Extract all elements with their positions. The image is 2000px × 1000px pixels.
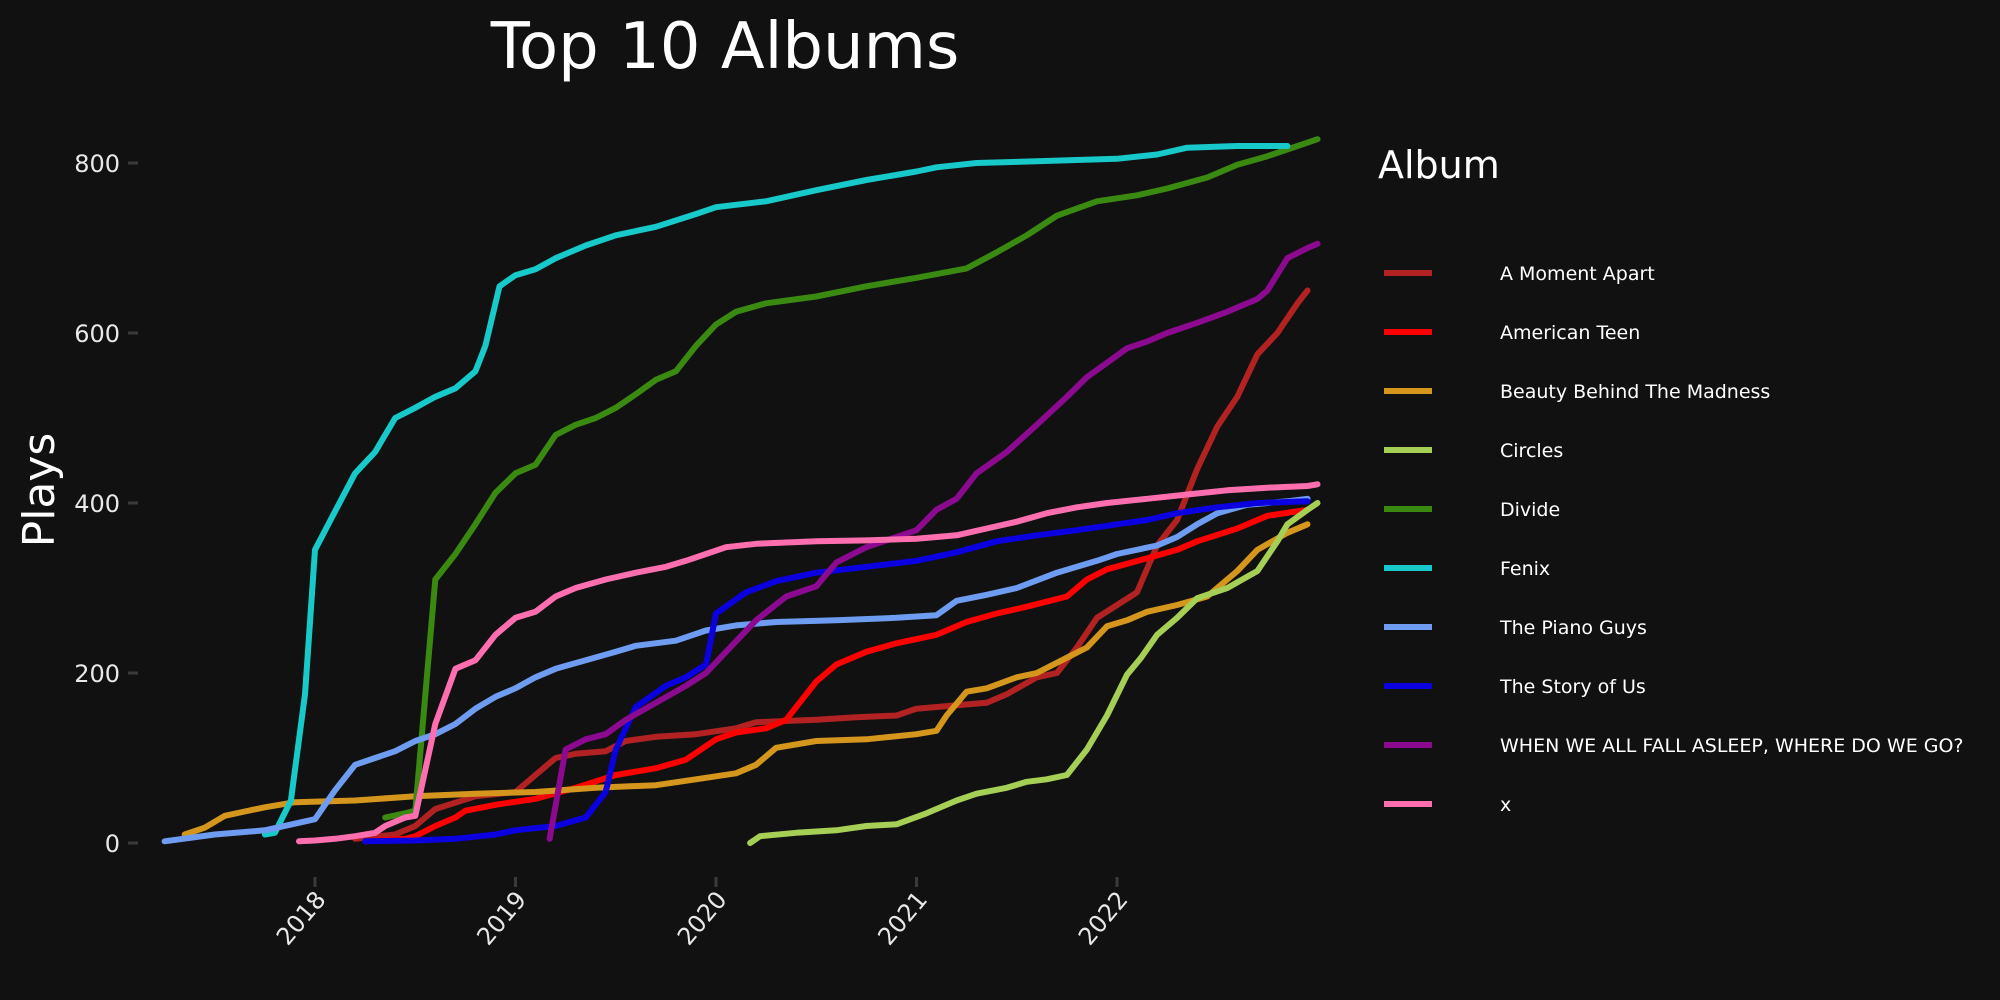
y-tick-label: 0 [105, 830, 120, 858]
series-line-8 [546, 240, 1321, 842]
legend-label: Beauty Behind The Madness [1500, 381, 1770, 403]
series-line-6 [161, 495, 1311, 845]
legend-label: Circles [1500, 440, 1563, 462]
series-line-5 [261, 143, 1291, 838]
y-tick-label: 400 [74, 490, 120, 518]
y-tick-label: 600 [74, 320, 120, 348]
legend-label: x [1500, 794, 1511, 816]
chart-title: Top 10 Albums [490, 10, 960, 84]
legend-title: Album [1378, 143, 1500, 187]
legend: Album A Moment Apart American Teen Beauty … [1378, 143, 1964, 816]
legend-label: The Piano Guys [1499, 617, 1647, 639]
legend-label: A Moment Apart [1500, 263, 1655, 285]
series-layer [161, 136, 1321, 846]
series-line-2 [181, 521, 1311, 838]
series-line-1 [362, 506, 1311, 845]
y-axis: 0 200 400 600 800 [74, 150, 138, 858]
legend-label: Divide [1500, 499, 1560, 521]
y-tick-label: 800 [74, 150, 120, 178]
y-axis-title: Plays [14, 433, 65, 548]
legend-label: Fenix [1500, 558, 1550, 580]
legend-label: The Story of Us [1499, 676, 1646, 698]
legend-label: WHEN WE ALL FALL ASLEEP, WHERE DO WE GO? [1500, 735, 1964, 757]
series-line-9 [296, 481, 1321, 845]
series-line-0 [352, 287, 1311, 842]
legend-label: American Teen [1500, 322, 1640, 344]
y-tick-label: 200 [74, 660, 120, 688]
series-line-4 [382, 136, 1321, 821]
series-line-3 [747, 500, 1321, 846]
